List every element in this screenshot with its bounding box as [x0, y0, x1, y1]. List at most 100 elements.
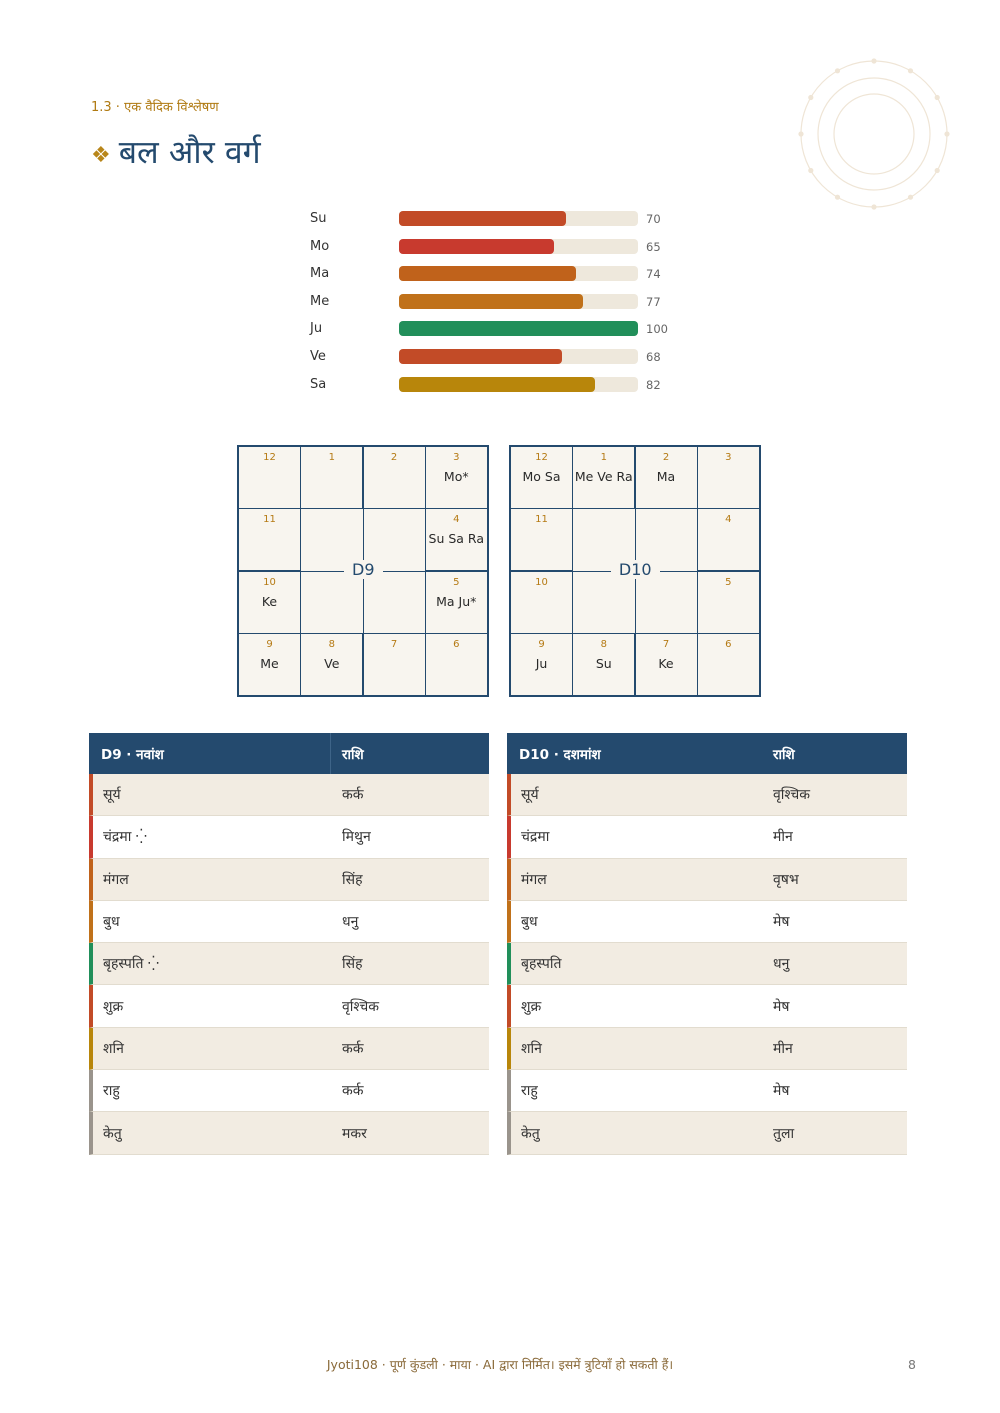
sign-cell: मेष — [773, 998, 790, 1015]
bar-row: Sa 82 — [310, 374, 690, 402]
table-row: चंद्रमा ⁛ मिथुन — [89, 816, 489, 859]
house-cell: 11 — [238, 508, 301, 572]
house-number: 11 — [535, 514, 548, 526]
bar-value-label: 65 — [646, 239, 661, 254]
house-number: 9 — [266, 638, 273, 650]
chart-label-text: D9 — [344, 560, 383, 580]
house-occupants: Ve — [324, 655, 340, 671]
table-row: शनि कर्क — [89, 1027, 489, 1071]
house-cell: 8 Su — [572, 632, 636, 696]
footer-disclaimer: Jyoti108 · पूर्ण कुंडली · माया · AI द्वा… — [326, 1357, 674, 1372]
house-cell: 10 Ke — [238, 570, 301, 634]
bar-row: Ju 100 — [310, 318, 690, 346]
planet-cell: सूर्य — [103, 787, 121, 804]
column-header-division: D9 · नवांश — [89, 733, 331, 774]
house-number: 11 — [263, 514, 276, 526]
house-cell: 7 Ke — [634, 632, 698, 696]
house-occupants: Me Ve Ra — [574, 469, 633, 484]
page-title: बल और वर्ग — [118, 133, 261, 171]
bar-row: Ma 74 — [310, 263, 690, 291]
bar-value-label: 82 — [646, 377, 661, 392]
planet-cell: शनि — [521, 1040, 542, 1057]
house-cell: 11 — [510, 508, 573, 572]
page-number: 8 — [908, 1357, 916, 1372]
planet-cell: बुध — [103, 914, 120, 931]
house-cell: 3 — [696, 446, 760, 509]
sign-cell: मेष — [773, 1083, 790, 1100]
table-row: मंगल सिंह — [89, 858, 489, 901]
bar — [399, 266, 576, 282]
table-row: केतु तुला — [507, 1112, 907, 1155]
table-row: मंगल वृषभ — [507, 858, 907, 901]
house-number: 2 — [662, 452, 670, 463]
house-cell: 9 Me — [238, 632, 301, 696]
bar-value-label: 100 — [646, 322, 668, 337]
bar-category-label: Sa — [310, 376, 327, 392]
house-cell: 1 Me Ve Ra — [572, 446, 636, 509]
house-cell: 9 Ju — [510, 632, 573, 696]
house-occupants: Me — [260, 655, 279, 671]
bar-row: Ve 68 — [310, 346, 690, 374]
chart-label: D9 — [300, 560, 426, 580]
table-row: बृहस्पति धनु — [507, 943, 907, 986]
house-number: 4 — [453, 514, 460, 526]
house-number: 3 — [453, 452, 460, 463]
house-cell: 2 — [362, 446, 426, 509]
table-row: बुध धनु — [89, 900, 489, 944]
bar-category-label: Me — [310, 293, 330, 309]
sign-cell: सिंह — [342, 871, 363, 888]
house-number: 10 — [263, 576, 276, 588]
chart-label: D10 — [572, 560, 698, 580]
table-row: शनि मीन — [507, 1027, 907, 1071]
table-row: सूर्य कर्क — [89, 774, 489, 817]
house-cell: 8 Ve — [300, 632, 364, 696]
bar-value-label: 70 — [646, 212, 661, 226]
table-row: केतु मकर — [89, 1112, 489, 1155]
planet-cell: चंद्रमा ⁛ — [103, 829, 147, 846]
bar-track — [399, 211, 638, 226]
table-row: शुक्र वृश्चिक — [89, 985, 489, 1028]
house-cell: 1 — [300, 446, 364, 509]
house-occupants: Ma Ju* — [436, 593, 477, 609]
planet-cell: केतु — [103, 1125, 122, 1142]
planet-cell: चंद्रमा — [521, 829, 550, 846]
bar — [399, 376, 595, 392]
table-header: D9 · नवांश राशि — [89, 733, 489, 774]
house-occupants: Ke — [261, 593, 278, 609]
house-occupants: Mo Sa — [522, 469, 561, 484]
bar-row: Me 77 — [310, 291, 690, 319]
bar — [399, 238, 555, 254]
mandala-ornament-icon — [798, 58, 950, 210]
d10-placement-table: D10 · दशमांश राशि सूर्य वृश्चिक चंद्रमा मीन मं… — [507, 733, 907, 1155]
house-number: 7 — [390, 638, 398, 650]
sign-cell: मीन — [773, 1040, 793, 1057]
house-occupants: Ma — [656, 469, 676, 484]
sign-cell: वृषभ — [773, 871, 799, 888]
sign-cell: तुला — [773, 1125, 795, 1142]
house-cell: 2 Ma — [634, 446, 698, 509]
house-cell: 4 — [696, 508, 760, 572]
house-number: 10 — [535, 576, 548, 588]
chart-center: D10 — [572, 508, 697, 633]
bar-category-label: Su — [310, 211, 327, 226]
bar-category-label: Ma — [310, 266, 330, 282]
sign-cell: सिंह — [342, 956, 363, 973]
table-row: राहु मेष — [507, 1070, 907, 1113]
bar-value-label: 77 — [646, 294, 661, 309]
sign-cell: कर्क — [342, 1040, 364, 1057]
bar-row: Su 70 — [310, 208, 690, 236]
house-cell: 6 — [696, 632, 760, 696]
planet-cell: सूर्य — [521, 787, 539, 804]
sign-cell: मकर — [342, 1125, 367, 1142]
sign-cell: मीन — [773, 829, 793, 846]
planet-cell: शुक्र — [103, 998, 124, 1015]
bar-row: Mo 65 — [310, 236, 690, 264]
bar — [399, 293, 584, 309]
diamond-ornament-icon: ❖ — [91, 143, 111, 168]
page-title-row: ❖ बल और वर्ग — [91, 130, 261, 173]
bar-track — [399, 376, 638, 392]
table-row: राहु कर्क — [89, 1070, 489, 1113]
sign-cell: वृश्चिक — [342, 998, 380, 1015]
planet-cell: मंगल — [521, 871, 547, 888]
table-row: बृहस्पति ⁛ सिंह — [89, 943, 489, 986]
